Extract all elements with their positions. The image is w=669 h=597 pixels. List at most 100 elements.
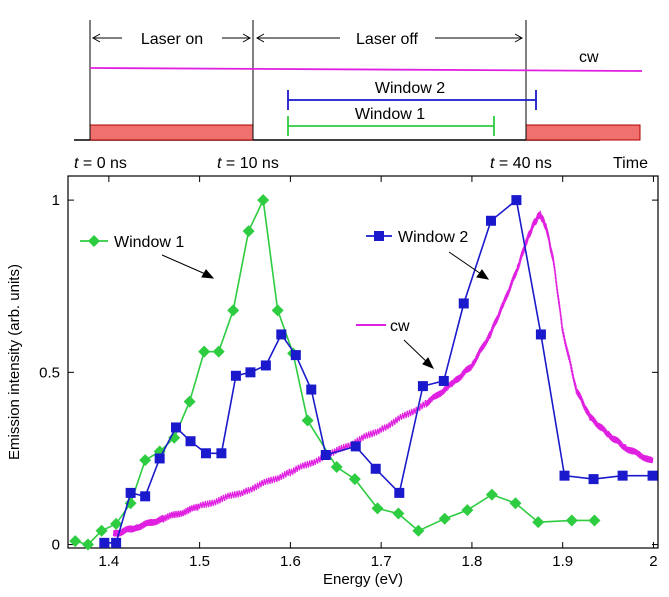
point-window-2 [588, 474, 599, 485]
x-tick-label: 1.4 [98, 553, 119, 570]
point-window-1 [198, 345, 211, 358]
x-tick-label: 2 [649, 553, 657, 570]
cw-line [89, 67, 643, 72]
point-window-1 [461, 504, 474, 517]
svg-text:Window 2: Window 2 [398, 229, 468, 246]
legend-window-1: Window 1 [80, 234, 184, 251]
point-window-2 [111, 537, 122, 548]
laser-pulse-2 [525, 124, 641, 141]
point-window-1 [371, 502, 384, 515]
x-tick-label: 1.9 [552, 553, 573, 570]
point-window-1 [392, 507, 405, 520]
point-window-1 [565, 514, 578, 527]
point-window-2 [216, 448, 227, 459]
point-window-1 [412, 524, 425, 537]
legend-window-2: Window 2 [366, 229, 468, 246]
plot-frame [67, 175, 659, 549]
point-window-1 [271, 304, 284, 317]
laser-pulse-1 [89, 124, 254, 141]
point-window-1 [438, 512, 451, 525]
point-window-2 [290, 350, 301, 361]
point-window-2 [125, 487, 136, 498]
window-2-bar [287, 90, 537, 110]
laser-off-label: Laser off [356, 31, 419, 48]
point-window-1 [227, 304, 240, 317]
window-1-bar [287, 116, 495, 136]
svg-text:cw: cw [390, 318, 410, 335]
y-tick-label: 0.5 [39, 364, 60, 381]
laser-on-arrow [91, 33, 524, 43]
point-window-1 [509, 497, 522, 510]
point-window-2 [535, 329, 546, 340]
point-window-1 [81, 538, 94, 551]
series-line-window-1 [75, 197, 595, 546]
tick-label-t40: t = 40 ns [490, 155, 552, 172]
annotation-arrow-cw [403, 339, 435, 369]
point-window-2 [185, 436, 196, 447]
point-window-2 [458, 298, 469, 309]
point-window-2 [647, 470, 658, 481]
point-window-2 [99, 537, 110, 548]
legend-cw: cw [356, 318, 410, 335]
point-window-2 [260, 360, 271, 371]
point-window-2 [485, 215, 496, 226]
annotation-arrow-window-1 [161, 254, 215, 279]
y-tick-label: 0 [52, 537, 60, 554]
point-window-1 [168, 431, 181, 444]
point-window-2 [394, 487, 405, 498]
point-window-2 [417, 381, 428, 392]
point-window-2 [200, 448, 211, 459]
point-window-2 [559, 470, 570, 481]
point-window-1 [69, 535, 82, 548]
x-axis-title: Energy (eV) [323, 571, 403, 588]
series-line-window-2 [104, 198, 653, 544]
tick-label-t10: t = 10 ns [217, 155, 279, 172]
point-window-2 [370, 463, 381, 474]
point-window-1 [348, 473, 361, 486]
x-axis-ticks: 1.4 1.5 1.6 1.7 1.8 1.9 2 [98, 176, 658, 570]
x-tick-label: 1.6 [280, 553, 301, 570]
point-window-2 [230, 370, 241, 381]
point-window-2 [171, 422, 182, 433]
point-window-1 [124, 497, 137, 510]
point-window-2 [306, 384, 317, 395]
point-window-2 [511, 195, 522, 206]
y-axis-ticks: 00.51 [39, 192, 658, 554]
cw-label: cw [579, 49, 599, 66]
point-window-2 [438, 375, 449, 386]
point-window-1 [301, 414, 314, 427]
x-tick-label: 1.7 [371, 553, 392, 570]
point-window-1 [257, 194, 270, 207]
point-window-1 [212, 345, 225, 358]
point-window-1 [588, 514, 601, 527]
window-1-label: Window 1 [355, 106, 425, 123]
point-window-1 [485, 488, 498, 501]
x-tick-label: 1.8 [461, 553, 482, 570]
timing-diagram: cw Laser on Laser off Window 2 Window 1 … [74, 20, 648, 172]
point-window-1 [110, 517, 123, 530]
svg-text:Window 1: Window 1 [114, 234, 184, 251]
annotation-arrow-window-2 [448, 251, 490, 280]
window-2-label: Window 2 [375, 80, 445, 97]
point-window-1 [330, 461, 343, 474]
point-window-1 [242, 225, 255, 238]
point-window-2 [276, 329, 287, 340]
series-line-cw [112, 210, 654, 537]
time-axis-label: Time [613, 155, 648, 172]
point-window-1 [139, 454, 152, 467]
point-window-1 [183, 395, 196, 408]
series-layer [69, 194, 658, 551]
y-axis-title: Emission intensity (arb. units) [6, 264, 23, 460]
point-window-2 [154, 453, 165, 464]
point-window-2 [140, 491, 151, 502]
point-window-2 [245, 367, 256, 378]
tick-label-t0: t = 0 ns [74, 155, 127, 172]
point-window-2 [320, 450, 331, 460]
point-window-1 [95, 524, 108, 537]
point-window-1 [532, 516, 545, 529]
point-window-2 [617, 470, 628, 481]
x-tick-label: 1.5 [189, 553, 210, 570]
laser-on-label: Laser on [141, 31, 203, 48]
